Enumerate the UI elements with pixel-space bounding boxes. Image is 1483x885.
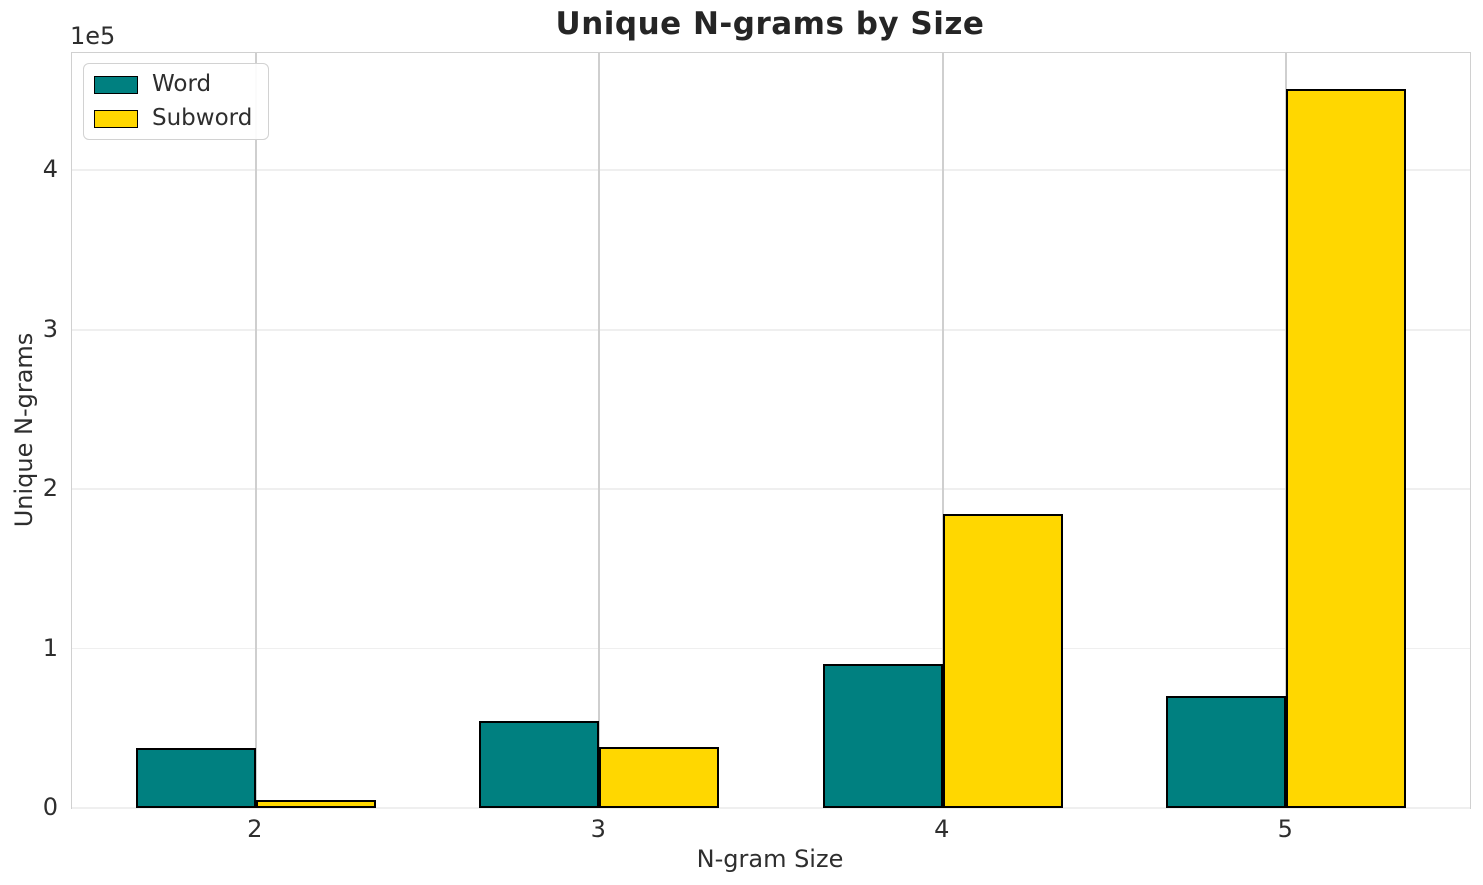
y-tick-label-4: 4 [42,155,58,184]
legend-swatch-word [94,75,138,94]
bar-subword-ngram-4 [942,513,1063,808]
bar-subword-ngram-3 [599,746,720,808]
h-gridline-2 [72,488,1470,490]
x-tick-label-5: 5 [1277,815,1293,843]
h-gridline-3 [72,328,1470,331]
h-gridline-4 [72,169,1470,172]
y-axis-offset-label: 1e5 [70,22,116,50]
bar-word-ngram-2 [135,748,256,808]
v-gridline-4 [941,53,944,808]
legend-label-word: Word [152,71,212,97]
y-tick-label-3: 3 [42,314,58,343]
h-gridline-0 [72,807,1470,809]
bar-subword-ngram-2 [255,800,376,808]
v-gridline-3 [598,53,601,808]
legend-swatch-subword [94,109,138,128]
bar-word-ngram-3 [479,721,600,808]
legend-item-subword: Subword [94,105,252,132]
legend-item-word: Word [94,71,252,98]
h-gridline-1 [72,647,1470,650]
bar-subword-ngram-5 [1286,88,1407,808]
y-tick-label-1: 1 [42,633,58,662]
y-tick-label-0: 0 [42,793,58,821]
v-gridline-2 [254,53,257,808]
x-axis-label: N-gram Size [696,845,844,873]
x-tick-label-2: 2 [247,815,263,843]
legend-label-subword: Subword [152,105,253,131]
y-tick-label-2: 2 [42,474,58,503]
plot-area: Word Subword [71,52,1471,809]
bar-word-ngram-4 [822,663,943,808]
legend: Word Subword [83,63,270,140]
chart-title: Unique N-grams by Size [555,6,985,42]
x-tick-label-3: 3 [590,815,606,843]
bar-word-ngram-5 [1166,696,1287,808]
x-tick-label-4: 4 [934,815,950,843]
